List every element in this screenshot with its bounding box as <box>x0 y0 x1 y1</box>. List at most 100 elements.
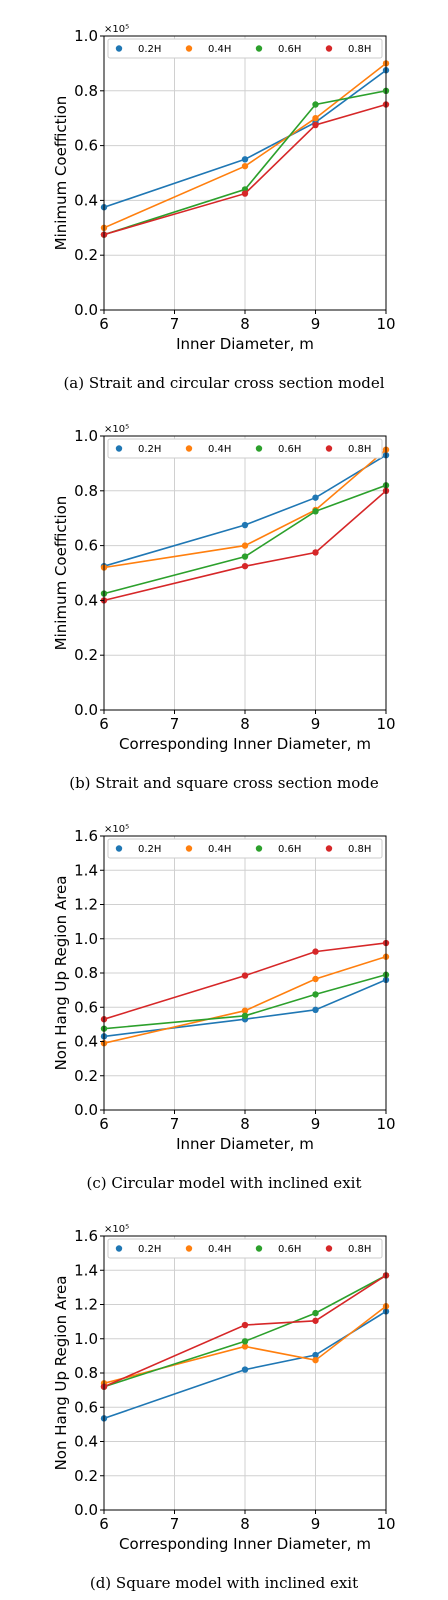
data-point-0.8H <box>241 562 249 570</box>
data-point-0.2H <box>312 1006 319 1014</box>
legend-marker-0.6H <box>255 1245 263 1252</box>
data-point-0.4H <box>241 1343 249 1350</box>
y-tick-label: 0.0 <box>74 301 98 319</box>
legend-label-0.6H: 0.6H <box>278 44 301 55</box>
data-point-0.4H <box>312 975 319 983</box>
y-tick-label: 0.2 <box>74 646 98 664</box>
x-axis-label: Inner Diameter, m <box>176 1135 314 1153</box>
data-point-0.8H <box>241 1321 249 1329</box>
y-tick-label: 1.2 <box>74 896 98 914</box>
x-tick-label: 9 <box>311 715 321 733</box>
data-point-0.4H <box>241 542 249 549</box>
x-tick-label: 8 <box>240 715 250 733</box>
y-tick-label: 0.0 <box>74 701 98 719</box>
legend-box <box>107 38 383 59</box>
series-line-0.6H <box>103 973 387 1030</box>
y-tick-label: 0.4 <box>74 191 98 209</box>
data-point-0.4H <box>241 1007 249 1014</box>
y-tick-label: 0.6 <box>74 537 98 555</box>
x-tick-label: 6 <box>99 315 109 333</box>
chart-a: 6 7 8 9 10 0.0 0.2 0.4 0.6 0.8 1.0 ×10⁵ Inner Diamet… <box>52 24 396 392</box>
legend-marker-0.2H <box>115 45 123 52</box>
legend: 0.2H 0.4H 0.6H 0.8H <box>107 38 383 59</box>
chart-c: 6 7 8 9 10 0.0 0.2 0.4 0.6 0.8 1.0 1.2 1.4 1.6 ×10⁵ Inn… <box>52 824 396 1192</box>
y-multiplier-label: ×10⁵ <box>104 824 129 835</box>
data-point-0.6H <box>312 1309 319 1317</box>
data-point-0.4H <box>241 162 249 170</box>
y-tick-label: 0.6 <box>74 137 98 155</box>
y-tick-label: 0.0 <box>74 1101 98 1119</box>
data-point-0.6H <box>312 991 319 998</box>
legend-label-0.4H: 0.4H <box>208 844 231 855</box>
legend-label-0.8H: 0.8H <box>348 1244 371 1255</box>
y-axis-label: Minimum Coeffiction <box>52 96 70 251</box>
y-tick-label: 0.2 <box>74 246 98 264</box>
x-tick-label: 8 <box>240 1115 250 1133</box>
legend-label-0.8H: 0.8H <box>348 844 371 855</box>
legend-marker-0.8H <box>325 45 333 52</box>
legend-label-0.6H: 0.6H <box>278 444 301 455</box>
legend-marker-0.6H <box>255 845 263 852</box>
x-tick-label: 7 <box>170 1115 180 1133</box>
data-point-0.8H <box>312 948 319 955</box>
data-point-0.8H <box>241 190 249 197</box>
series-line-0.4H <box>103 955 387 1044</box>
legend-label-0.4H: 0.4H <box>208 1244 231 1255</box>
data-point-0.2H <box>312 494 319 501</box>
legend-label-0.2H: 0.2H <box>138 844 161 855</box>
data-point-0.6H <box>241 1338 249 1345</box>
data-point-0.8H <box>241 972 249 979</box>
x-tick-label: 6 <box>99 715 109 733</box>
legend-label-0.2H: 0.2H <box>138 44 161 55</box>
legend-marker-0.4H <box>185 1245 193 1252</box>
figure-caption: (d) Square model with inclined exit <box>90 1574 358 1592</box>
data-point-0.2H <box>312 1351 319 1359</box>
legend-label-0.6H: 0.6H <box>278 1244 301 1255</box>
legend-marker-0.6H <box>255 45 263 52</box>
legend-label-0.8H: 0.8H <box>348 44 371 55</box>
x-tick-label: 10 <box>376 715 395 733</box>
x-tick-label: 8 <box>240 315 250 333</box>
data-point-0.4H <box>312 1356 319 1364</box>
data-point-0.2H <box>241 1366 249 1373</box>
legend-label-0.2H: 0.2H <box>138 1244 161 1255</box>
legend-marker-0.2H <box>115 845 123 852</box>
y-tick-label: 0.4 <box>74 1433 98 1451</box>
legend-marker-0.2H <box>115 1245 123 1252</box>
legend-marker-0.4H <box>185 45 193 52</box>
x-tick-label: 9 <box>311 1115 321 1133</box>
y-tick-label: 1.2 <box>74 1296 98 1314</box>
legend: 0.2H 0.4H 0.6H 0.8H <box>107 1238 383 1259</box>
series-line-0.8H <box>103 942 387 1020</box>
y-tick-label: 0.8 <box>74 1364 98 1382</box>
x-tick-label: 7 <box>170 315 180 333</box>
chart-d: 6 7 8 9 10 0.0 0.2 0.4 0.6 0.8 1.0 1.2 1.4 1.6 ×10⁵ Cor… <box>52 1224 396 1592</box>
data-point-0.6H <box>241 553 249 560</box>
series-line-0.4H <box>103 1305 387 1385</box>
data-point-0.2H <box>241 156 249 163</box>
x-axis-label: Inner Diameter, m <box>176 335 314 353</box>
y-axis-label: Non Hang Up Region Area <box>52 876 70 1071</box>
x-tick-label: 7 <box>170 715 180 733</box>
x-tick-label: 6 <box>99 1115 109 1133</box>
figure-caption: (b) Strait and square cross section mode <box>69 774 379 792</box>
data-point-0.8H <box>312 1317 319 1324</box>
series-line-0.6H <box>103 484 387 595</box>
y-tick-label: 1.6 <box>74 1227 98 1245</box>
series-line-0.2H <box>103 979 387 1038</box>
y-tick-label: 0.8 <box>74 964 98 982</box>
y-tick-label: 1.4 <box>74 861 98 879</box>
legend-box <box>107 438 383 459</box>
data-point-0.6H <box>312 101 319 108</box>
legend: 0.2H 0.4H 0.6H 0.8H <box>107 838 383 859</box>
y-axis-label: Minimum Coeffiction <box>52 496 70 651</box>
series-line-0.8H <box>103 490 387 602</box>
legend-marker-0.4H <box>185 845 193 852</box>
legend-label-0.4H: 0.4H <box>208 444 231 455</box>
y-tick-label: 1.0 <box>74 930 98 948</box>
x-axis-label: Corresponding Inner Diameter, m <box>119 735 371 753</box>
y-multiplier-label: ×10⁵ <box>104 424 129 435</box>
legend-marker-0.8H <box>325 1245 333 1252</box>
x-tick-label: 6 <box>99 1515 109 1533</box>
figure-caption: (a) Strait and circular cross section mo… <box>63 374 384 392</box>
